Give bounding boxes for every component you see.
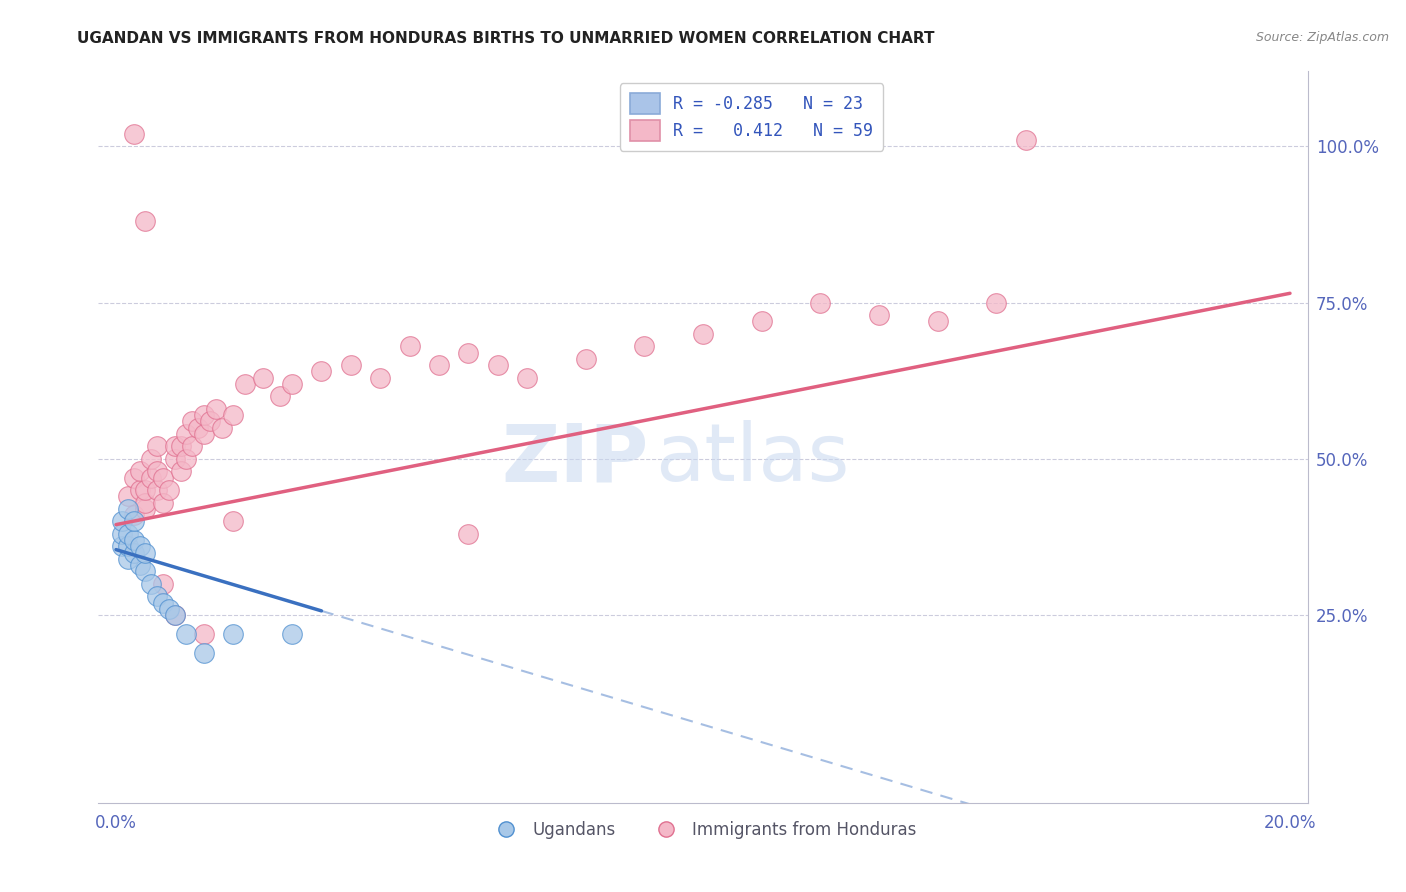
Point xyxy=(163,440,186,454)
Point xyxy=(141,471,163,485)
Point xyxy=(457,345,479,359)
Point xyxy=(157,602,180,616)
Point xyxy=(169,440,191,454)
Point xyxy=(141,452,163,467)
Point xyxy=(122,127,145,141)
Point xyxy=(198,414,221,428)
Point xyxy=(146,465,169,479)
Y-axis label: Births to Unmarried Women: Births to Unmarried Women xyxy=(0,330,7,544)
Point xyxy=(163,452,186,467)
Point xyxy=(117,540,139,554)
Point xyxy=(427,358,450,372)
Point xyxy=(134,483,156,498)
Point xyxy=(111,540,134,554)
Point xyxy=(141,577,163,591)
Point xyxy=(117,502,139,516)
Point xyxy=(340,358,363,372)
Point xyxy=(111,527,134,541)
Point xyxy=(222,627,245,641)
Point xyxy=(193,646,215,660)
Point xyxy=(222,515,245,529)
Point xyxy=(927,314,949,328)
Point xyxy=(152,596,174,610)
Point xyxy=(281,376,304,391)
Legend: Ugandans, Immigrants from Honduras: Ugandans, Immigrants from Honduras xyxy=(482,814,924,846)
Point xyxy=(516,370,538,384)
Point xyxy=(122,471,145,485)
Point xyxy=(117,552,139,566)
Point xyxy=(233,376,256,391)
Point xyxy=(128,465,150,479)
Point xyxy=(169,465,191,479)
Point xyxy=(398,339,420,353)
Point xyxy=(368,370,391,384)
Point xyxy=(176,452,198,467)
Point xyxy=(181,440,204,454)
Point xyxy=(122,515,145,529)
Point xyxy=(134,214,156,228)
Point xyxy=(204,401,226,416)
Point xyxy=(152,471,174,485)
Point xyxy=(1015,133,1038,147)
Point xyxy=(457,527,479,541)
Point xyxy=(117,490,139,504)
Point xyxy=(152,577,174,591)
Point xyxy=(146,590,169,604)
Point xyxy=(311,364,333,378)
Point xyxy=(176,426,198,441)
Point xyxy=(176,627,198,641)
Point xyxy=(134,546,156,560)
Point xyxy=(633,339,655,353)
Point xyxy=(868,308,890,322)
Point xyxy=(193,426,215,441)
Point xyxy=(193,408,215,422)
Point xyxy=(211,420,233,434)
Point xyxy=(128,540,150,554)
Point xyxy=(146,440,169,454)
Point xyxy=(575,351,598,366)
Point xyxy=(122,546,145,560)
Point xyxy=(122,508,145,523)
Point xyxy=(751,314,773,328)
Point xyxy=(193,627,215,641)
Point xyxy=(117,527,139,541)
Point xyxy=(111,515,134,529)
Point xyxy=(157,483,180,498)
Point xyxy=(808,295,831,310)
Point xyxy=(134,496,156,510)
Point xyxy=(146,483,169,498)
Point xyxy=(122,533,145,548)
Point xyxy=(134,565,156,579)
Text: ZIP: ZIP xyxy=(502,420,648,498)
Point xyxy=(222,408,245,422)
Point xyxy=(163,608,186,623)
Point xyxy=(486,358,509,372)
Point xyxy=(269,389,291,403)
Point xyxy=(134,502,156,516)
Text: Source: ZipAtlas.com: Source: ZipAtlas.com xyxy=(1256,31,1389,45)
Text: atlas: atlas xyxy=(655,420,849,498)
Point xyxy=(986,295,1008,310)
Point xyxy=(128,558,150,573)
Point xyxy=(187,420,209,434)
Text: UGANDAN VS IMMIGRANTS FROM HONDURAS BIRTHS TO UNMARRIED WOMEN CORRELATION CHART: UGANDAN VS IMMIGRANTS FROM HONDURAS BIRT… xyxy=(77,31,935,46)
Point xyxy=(181,414,204,428)
Point xyxy=(281,627,304,641)
Point xyxy=(692,326,714,341)
Point xyxy=(128,483,150,498)
Point xyxy=(163,608,186,623)
Point xyxy=(252,370,274,384)
Point xyxy=(152,496,174,510)
